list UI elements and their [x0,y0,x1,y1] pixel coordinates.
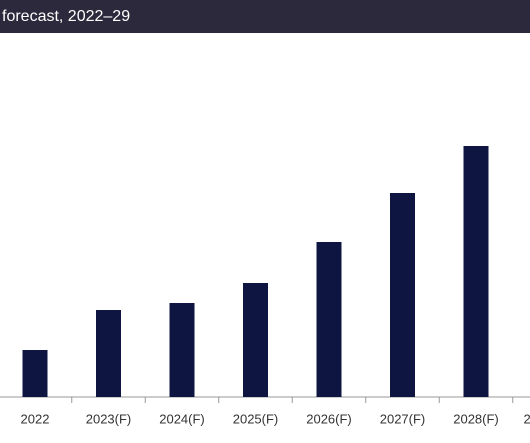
x-tick-label: 2024(F) [159,411,205,426]
x-tick-label: 2 [524,411,530,426]
bar [463,146,489,397]
x-tick-label: 2027(F) [380,411,426,426]
bar [169,303,195,397]
x-tick-label: 2022 [21,411,50,426]
x-tick-label: 2023(F) [86,411,132,426]
bar [243,283,268,397]
chart-title: forecast, 2022–29 [2,8,130,25]
x-tick-label: 2026(F) [306,411,352,426]
bar [22,350,48,397]
x-tick-label: 2028(F) [453,411,499,426]
bar [316,242,342,397]
x-tick-label: 2025(F) [233,411,279,426]
bar [390,193,415,397]
title-bar [0,0,530,33]
bar [96,310,121,397]
